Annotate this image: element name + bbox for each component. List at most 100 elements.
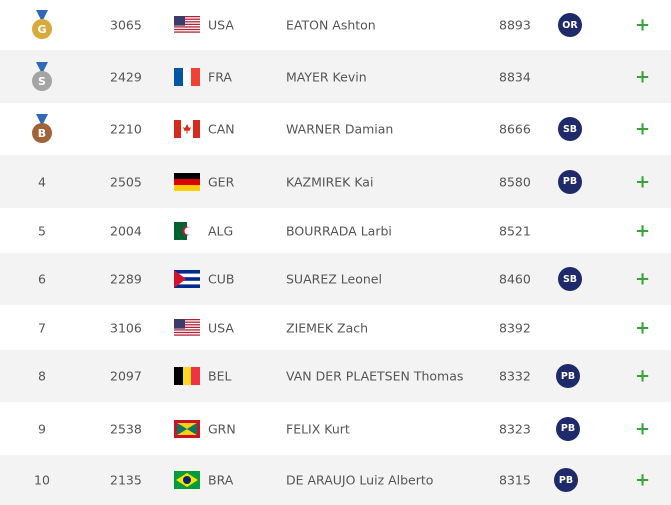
flag-icon (174, 367, 200, 385)
flag (174, 367, 200, 385)
add-button[interactable]: + (635, 418, 651, 439)
rank: 4 (38, 174, 46, 189)
mark: 8834 (499, 69, 531, 84)
flag (174, 471, 200, 489)
rank: 9 (38, 421, 46, 436)
record-badge: PB (556, 364, 580, 388)
flag-part (174, 331, 200, 333)
mark: 8580 (499, 174, 531, 189)
athlete-name: MAYER Kevin (286, 69, 367, 84)
result-row: 5 2004 ALG BOURRADA Larbi 8521 + (0, 208, 671, 253)
flag (174, 120, 200, 138)
medal-disc (32, 70, 52, 91)
result-row: S 2429 FRA MAYER Kevin 8834 + (0, 50, 671, 103)
flag-part (183, 476, 191, 484)
record-badge: OR (558, 13, 582, 37)
flag-icon (174, 67, 200, 86)
rank: B (38, 127, 46, 140)
flag-part (193, 120, 200, 138)
bib: 2004 (110, 223, 142, 238)
flag-icon (174, 471, 200, 489)
mark: 8460 (499, 271, 531, 287)
add-button[interactable]: + (635, 469, 651, 491)
add-button[interactable]: + (635, 365, 651, 387)
result-row: 10 2135 BRA DE ARAUJO Luiz Alberto 8315 PB + (0, 455, 671, 505)
bib: 2097 (110, 368, 142, 384)
flag-part (174, 318, 185, 329)
athlete-name: KAZMIREK Kai (286, 174, 374, 189)
result-row: 9 2538 GRN FELIX Kurt 8323 PB + (0, 402, 671, 455)
medal: B (31, 114, 53, 144)
flag-part (174, 321, 200, 323)
add-button[interactable]: + (635, 317, 651, 338)
bib: 2289 (110, 271, 142, 287)
bib: 2210 (110, 121, 142, 137)
country: CAN (208, 121, 235, 137)
result-row: 8 2097 BEL VAN DER PLAETSEN Thomas 8332 PB + (0, 350, 671, 402)
rank: G (37, 23, 46, 36)
country: CUB (208, 271, 235, 287)
flag-part (174, 28, 200, 31)
flag-part (174, 284, 200, 288)
flag-part (191, 67, 200, 86)
mark: 8392 (499, 320, 531, 335)
rank: 7 (38, 320, 46, 335)
flag-part (174, 318, 200, 320)
flag-part (174, 328, 200, 331)
rank: S (38, 75, 46, 88)
athlete-name: BOURRADA Larbi (286, 223, 392, 238)
rank: 5 (38, 223, 46, 238)
bib: 2135 (110, 472, 142, 488)
medal-ribbon (36, 61, 48, 72)
flag-part (174, 67, 183, 86)
flag-part (184, 226, 193, 235)
rank: 10 (34, 472, 50, 488)
add-button[interactable]: + (635, 14, 651, 36)
flag (174, 172, 200, 191)
add-button[interactable]: + (635, 171, 651, 192)
medal: S (31, 61, 53, 92)
country: USA (208, 320, 234, 335)
flag-part (174, 367, 183, 385)
medal-ribbon (36, 114, 48, 124)
flag-part (174, 323, 200, 325)
bib: 3065 (110, 17, 142, 33)
flag (174, 16, 200, 34)
country: GRN (208, 421, 236, 436)
flag-part (174, 26, 200, 28)
medal-icon: S (32, 61, 52, 91)
flag-part (174, 18, 200, 20)
flag-part (174, 16, 185, 26)
add-button[interactable]: + (635, 66, 651, 87)
rank: 6 (38, 271, 46, 287)
flag-part (174, 277, 200, 281)
flag-icon (174, 221, 200, 240)
mark: 8315 (499, 472, 531, 488)
flag-icon (174, 120, 200, 138)
add-button[interactable]: + (635, 268, 651, 290)
record-badge: PB (558, 169, 582, 194)
record-badge: SB (558, 117, 582, 141)
flag-part (177, 422, 197, 435)
country: FRA (208, 69, 232, 84)
bib: 2538 (110, 421, 142, 436)
flag-part (174, 178, 200, 185)
flag-part (174, 270, 186, 288)
add-button[interactable]: + (635, 220, 651, 241)
rank: 8 (38, 368, 46, 384)
flag-part (174, 333, 200, 336)
flag (174, 419, 200, 438)
mark: 8893 (499, 17, 531, 33)
flag-icon (174, 318, 200, 337)
flag (174, 221, 200, 240)
medal-ribbon (36, 10, 48, 20)
add-button[interactable]: + (635, 118, 651, 140)
flag-part (174, 16, 200, 18)
record-badge: PB (556, 416, 580, 441)
record-badge: PB (554, 468, 578, 492)
country: BRA (208, 472, 234, 488)
bib: 2505 (110, 174, 142, 189)
flag-icon (174, 16, 200, 34)
flag-part (183, 367, 191, 385)
